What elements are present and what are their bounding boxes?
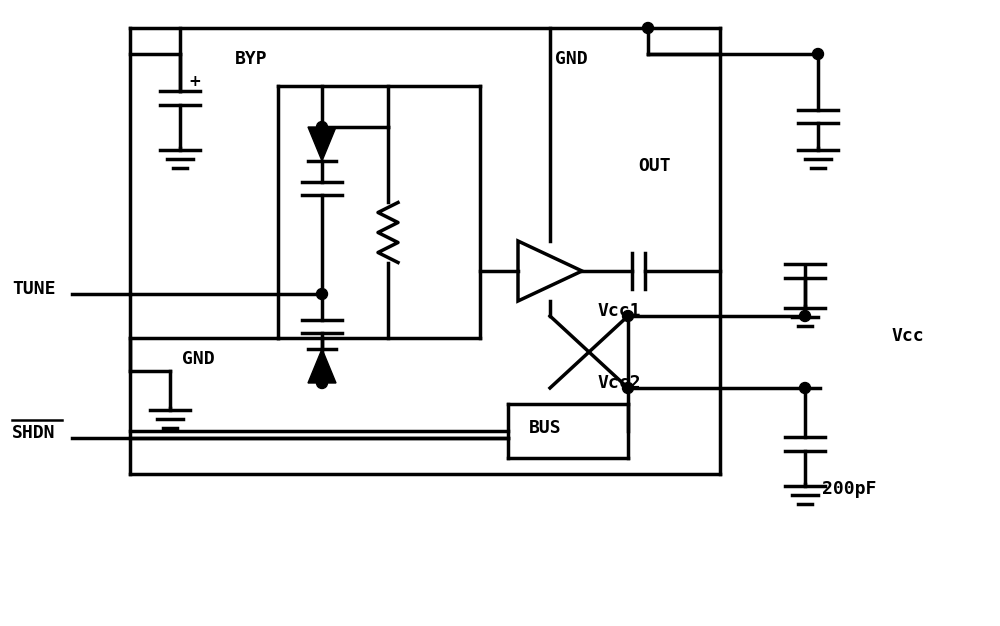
Text: GND: GND (182, 350, 215, 368)
Circle shape (800, 382, 811, 394)
Circle shape (642, 23, 654, 34)
Text: 200pF: 200pF (822, 480, 876, 498)
Text: TUNE: TUNE (12, 280, 56, 298)
Circle shape (812, 48, 824, 59)
Circle shape (316, 289, 328, 299)
Text: Vcc: Vcc (892, 327, 925, 345)
Text: +: + (188, 74, 201, 89)
Text: BUS: BUS (529, 419, 561, 437)
Text: Vcc2: Vcc2 (598, 374, 642, 392)
Text: OUT: OUT (638, 157, 671, 175)
Circle shape (622, 310, 634, 322)
Circle shape (316, 121, 328, 133)
Circle shape (622, 382, 634, 394)
Text: Vcc1: Vcc1 (598, 302, 642, 320)
Text: SHDN: SHDN (12, 424, 56, 442)
Polygon shape (308, 349, 336, 383)
Polygon shape (308, 127, 336, 161)
Text: BYP: BYP (235, 50, 268, 68)
Circle shape (800, 310, 811, 322)
Circle shape (316, 377, 328, 389)
Text: GND: GND (555, 50, 588, 68)
